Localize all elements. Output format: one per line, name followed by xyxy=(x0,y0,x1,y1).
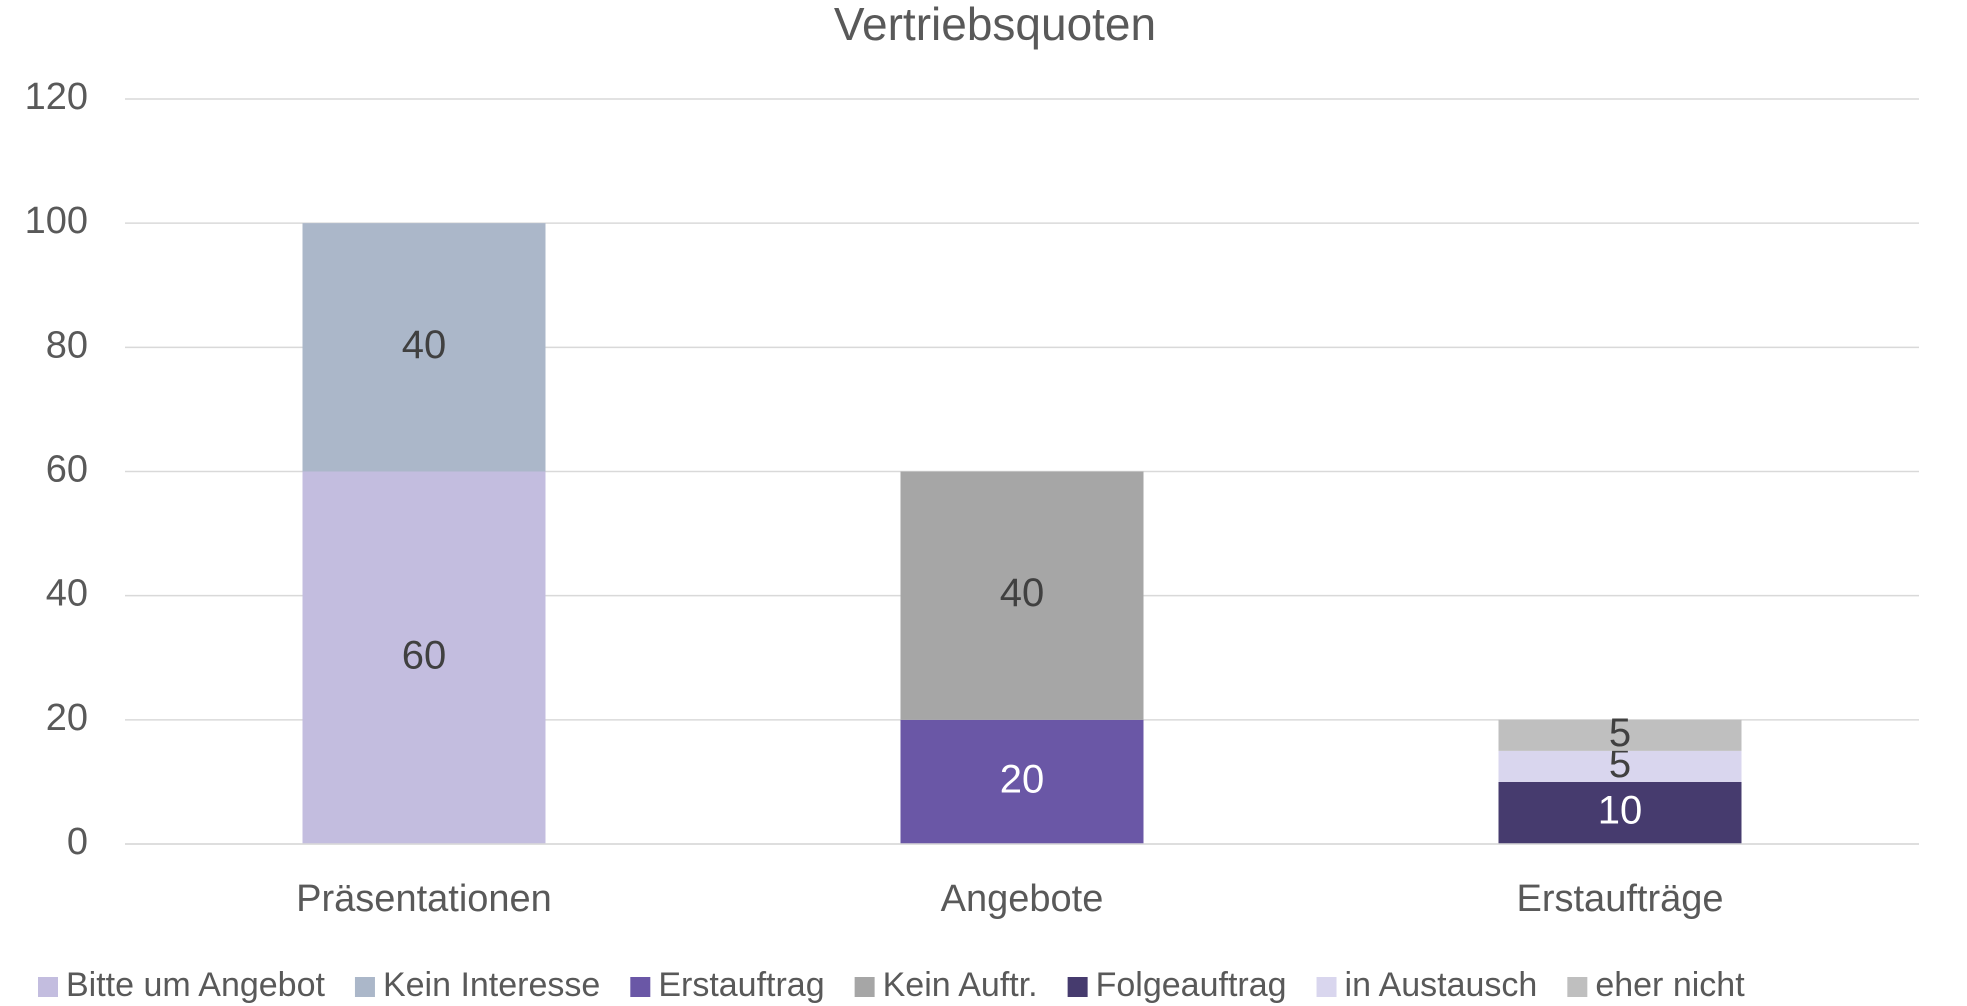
legend-swatch xyxy=(854,977,875,997)
legend-label: eher nicht xyxy=(1595,966,1745,1004)
legend-label: Bitte um Angebot xyxy=(66,966,326,1004)
legend-swatch xyxy=(1067,977,1088,997)
y-tick-label: 100 xyxy=(25,200,88,242)
legend-label: Erstauftrag xyxy=(658,966,824,1004)
bar-segment xyxy=(1498,719,1742,751)
legend-swatch xyxy=(38,977,58,997)
data-label: 10 xyxy=(1598,789,1643,833)
legend-label: Kein Auftr. xyxy=(883,966,1038,1004)
y-tick-label: 40 xyxy=(46,573,88,615)
bar-segment xyxy=(1498,781,1742,844)
legend-label: Kein Interesse xyxy=(383,966,600,1004)
legend-swatch xyxy=(354,977,375,997)
bar-segment xyxy=(900,471,1144,720)
legend-swatch xyxy=(1567,977,1588,997)
data-label: 20 xyxy=(1000,757,1045,801)
x-tick-label: Präsentationen xyxy=(296,878,552,920)
data-label: 60 xyxy=(402,633,447,677)
bar-segment xyxy=(302,223,546,472)
data-label: 40 xyxy=(402,323,447,367)
bar-segment xyxy=(900,719,1144,844)
y-tick-label: 120 xyxy=(25,76,88,118)
y-tick-label: 0 xyxy=(67,821,88,863)
y-tick-label: 80 xyxy=(46,324,88,366)
bar-segment xyxy=(1498,750,1742,782)
data-label: 40 xyxy=(1000,571,1045,615)
legend-label: in Austausch xyxy=(1345,966,1538,1004)
legend-label: Folgeauftrag xyxy=(1096,966,1287,1004)
x-tick-label: Angebote xyxy=(941,878,1104,920)
bar-segment xyxy=(302,471,546,844)
y-tick-label: 20 xyxy=(46,697,88,739)
x-tick-label: Erstaufträge xyxy=(1517,878,1724,920)
chart-title: Vertriebsquoten xyxy=(834,0,1156,50)
legend-swatch xyxy=(1316,977,1337,997)
data-label: 5 xyxy=(1609,711,1631,755)
y-tick-label: 60 xyxy=(46,449,88,491)
legend-swatch xyxy=(630,977,651,997)
data-label: 5 xyxy=(1609,742,1631,786)
